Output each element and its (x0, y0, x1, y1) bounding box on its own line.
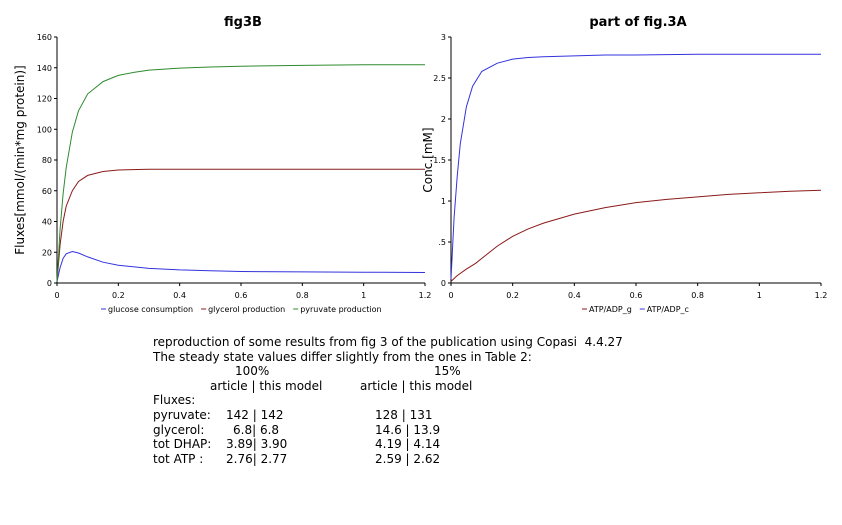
y-tick-label: .5 (438, 238, 446, 247)
y-tick-label: 120 (37, 95, 52, 104)
x-tick-label: 0.4 (568, 291, 581, 300)
chart-fig3b: fig3B 0 20 40 60 80 100 120 140 160 0 0.2 0.4 0.6 0.8 1… (13, 15, 431, 314)
row-value-b: 14.6 | 13.9 (375, 422, 441, 437)
y-tick-label: 60 (42, 187, 52, 196)
x-tick-label: 0.4 (173, 291, 186, 300)
legend-entry: pyruvate production (300, 305, 381, 314)
fluxes-heading: Fluxes: (153, 393, 196, 408)
col-a-percent: 100% (235, 364, 270, 379)
x-tick-label: 0.2 (506, 291, 519, 300)
y-tick-label: 3 (441, 33, 446, 42)
table-row: pyruvate: 142 | 142 128 | 131 (153, 408, 713, 423)
row-label: tot DHAP: (153, 437, 212, 452)
y-tick-label: 1 (441, 197, 446, 206)
table-row: glycerol: 6.8| 6.8 14.6 | 13.9 (153, 423, 713, 438)
y-tick-label: 80 (42, 156, 52, 165)
x-tick-label: 0.8 (296, 291, 309, 300)
row-value-a: 2.76| 2.77 (226, 451, 288, 466)
x-tick-label: 0 (448, 291, 453, 300)
y-tick-label: 1.5 (433, 156, 446, 165)
series-line-pyruvate-production (56, 64, 425, 282)
y-tick-label: 0 (47, 279, 52, 288)
x-tick-label: 0 (54, 291, 59, 300)
series-line-glucose-consumption (56, 250, 426, 282)
legend-entry: glucose consumption (108, 305, 193, 314)
x-tick-label: 0.6 (630, 291, 643, 300)
x-tick-label: 1 (361, 291, 366, 300)
y-tick-label: 100 (37, 125, 52, 134)
x-tick-label: 0.2 (112, 291, 125, 300)
row-value-b: 2.59 | 2.62 (375, 451, 441, 466)
y-axis-label: Conc.[mM] (421, 127, 435, 192)
y-tick-label: 2.5 (433, 74, 446, 83)
series-line-atp-adp-c (450, 53, 821, 279)
row-value-b: 4.19 | 4.14 (375, 437, 441, 452)
x-tick-label: 1.2 (419, 291, 432, 300)
x-tick-label: 0.6 (235, 291, 248, 300)
row-value-a: 142 | 142 (226, 407, 284, 422)
row-label: tot ATP : (153, 451, 204, 466)
note-line-2: The steady state values differ slightly … (153, 349, 532, 364)
col-a-header: article | this model (210, 378, 323, 393)
y-tick-label: 160 (37, 33, 52, 42)
note-line-1: reproduction of some results from fig 3 … (153, 335, 623, 349)
series-line-glycerol-production (56, 168, 425, 282)
y-tick-label: 40 (42, 218, 52, 227)
table-row: tot ATP : 2.76| 2.77 2.59 | 2.62 (153, 452, 713, 467)
chart-title: fig3B (224, 15, 262, 30)
row-label: glycerol: (153, 422, 205, 437)
col-b-header: article | this model (360, 378, 473, 393)
series-line-atp-adp-g (450, 189, 822, 282)
legend-entry: glycerol production (208, 305, 285, 314)
x-tick-label: 1 (757, 291, 762, 300)
y-tick-label: 2 (441, 115, 446, 124)
col-b-percent: 15% (434, 364, 461, 379)
legend-entry: ATP/ADP_c (647, 305, 689, 314)
row-value-b: 128 | 131 (375, 407, 433, 422)
x-tick-label: 1.2 (815, 291, 828, 300)
y-tick-label: 20 (42, 248, 52, 257)
x-tick-label: 0.8 (691, 291, 704, 300)
y-axis-label: Fluxes[mmol/(min*mg protein)] (13, 65, 27, 254)
chart-fig3a: part of fig.3A 0 .5 1 1.5 2 2.5 3 0 0.2 0.4 0.6 0.8 1… (421, 15, 827, 314)
legend-entry: ATP/ADP_g (589, 305, 632, 314)
row-label: pyruvate: (153, 407, 211, 422)
row-value-a: 6.8| 6.8 (233, 422, 280, 437)
row-value-a: 3.89| 3.90 (226, 437, 288, 452)
table-row: tot DHAP: 3.89| 3.90 4.19 | 4.14 (153, 437, 713, 452)
results-note: reproduction of some results from fig 3 … (153, 335, 713, 466)
chart-title: part of fig.3A (589, 15, 686, 30)
y-tick-label: 0 (441, 279, 446, 288)
y-tick-label: 140 (37, 64, 52, 73)
